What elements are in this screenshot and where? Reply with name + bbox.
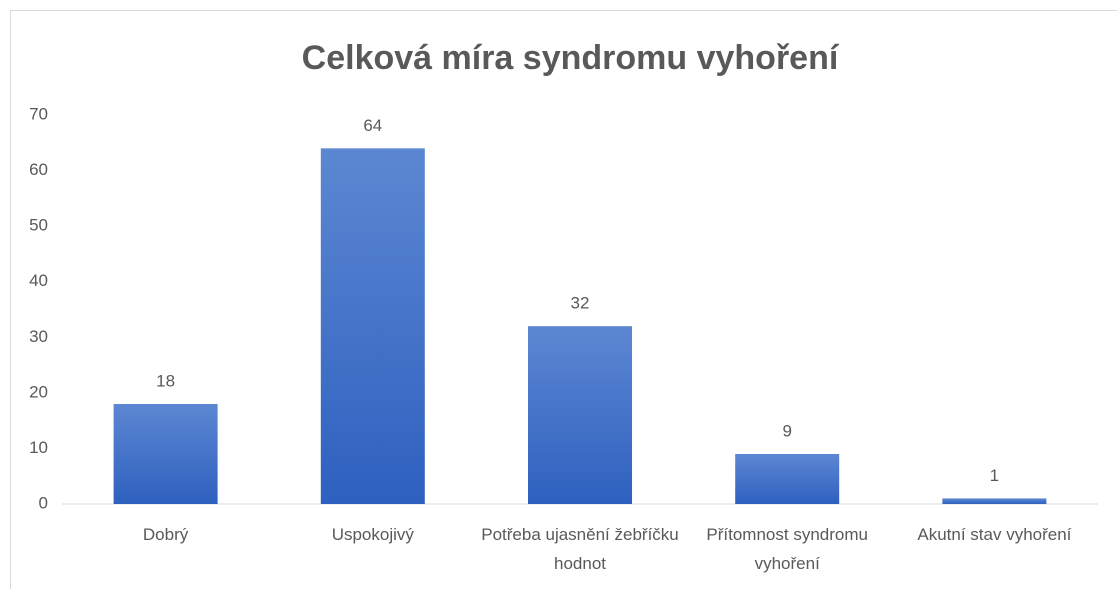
bar bbox=[320, 148, 425, 505]
bar bbox=[113, 403, 218, 504]
data-label: 64 bbox=[363, 116, 382, 135]
data-label: 1 bbox=[990, 466, 999, 485]
x-tick-label: Uspokojivý bbox=[332, 525, 415, 544]
y-tick-label: 0 bbox=[39, 493, 48, 512]
bar bbox=[942, 498, 1047, 504]
y-tick-label: 50 bbox=[29, 216, 48, 235]
y-tick-label: 30 bbox=[29, 327, 48, 346]
x-tick-label: Dobrý bbox=[143, 525, 189, 544]
bar bbox=[735, 453, 840, 504]
data-label: 9 bbox=[782, 421, 791, 440]
y-tick-label: 20 bbox=[29, 382, 48, 401]
x-tick-label: Potřeba ujasnění žebříčku hodnot bbox=[481, 525, 679, 573]
bar bbox=[528, 326, 632, 504]
x-tick-label: Akutní stav vyhoření bbox=[917, 525, 1071, 544]
y-tick-label: 40 bbox=[29, 271, 48, 290]
y-tick-label: 70 bbox=[29, 104, 48, 123]
data-label: 18 bbox=[156, 371, 175, 390]
chart-frame bbox=[10, 10, 1117, 589]
chart-title: Celková míra syndromu vyhoření bbox=[302, 39, 840, 77]
y-tick-label: 10 bbox=[29, 438, 48, 457]
x-tick-label: Přítomnost syndromu vyhoření bbox=[706, 525, 868, 573]
data-label: 32 bbox=[571, 294, 590, 313]
y-tick-label: 60 bbox=[29, 160, 48, 179]
